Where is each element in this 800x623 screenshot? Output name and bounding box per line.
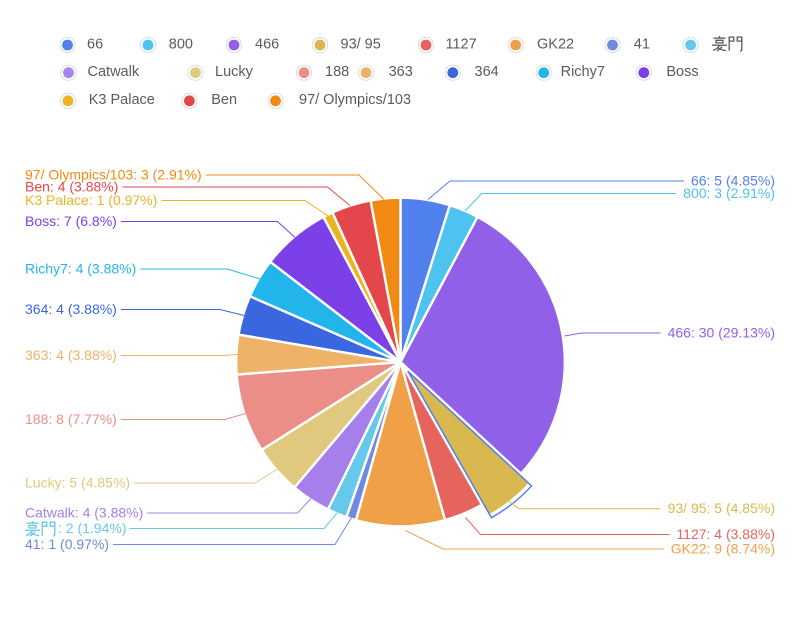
svg-text:188: 8 (7.77%): 188: 8 (7.77%) — [25, 411, 117, 427]
svg-text:: 2 (1.94%): : 2 (1.94%) — [58, 520, 126, 536]
svg-text:Richy7: 4 (3.88%): Richy7: 4 (3.88%) — [25, 260, 136, 276]
svg-text:66: 66 — [87, 36, 103, 52]
svg-text:K3 Palace: K3 Palace — [89, 92, 155, 108]
svg-text:Lucky: 5 (4.85%): Lucky: 5 (4.85%) — [25, 474, 130, 490]
svg-text:Catwalk: Catwalk — [88, 64, 140, 80]
svg-text:466: 466 — [255, 36, 279, 52]
svg-text:Ben: 4 (3.88%): Ben: 4 (3.88%) — [25, 178, 118, 194]
svg-text:K3 Palace: 1 (0.97%): K3 Palace: 1 (0.97%) — [25, 192, 157, 208]
svg-text:1127: 1127 — [446, 36, 477, 52]
svg-text:Catwalk: 4 (3.88%): Catwalk: 4 (3.88%) — [25, 504, 143, 520]
svg-text:93/ 95: 5 (4.85%): 93/ 95: 5 (4.85%) — [668, 500, 775, 516]
svg-text:97/ Olympics/103: 97/ Olympics/103 — [299, 92, 411, 108]
svg-text:363: 363 — [389, 64, 413, 80]
svg-text:800: 800 — [169, 36, 193, 52]
svg-text:Boss: Boss — [666, 64, 698, 80]
svg-text:364: 364 — [475, 64, 499, 80]
svg-text:Lucky: Lucky — [215, 64, 254, 80]
svg-text:97/ Olympics/103: 3 (2.91%): 97/ Olympics/103: 3 (2.91%) — [25, 166, 202, 182]
svg-text:GK22: GK22 — [537, 36, 574, 52]
svg-text:800: 3 (2.91%): 800: 3 (2.91%) — [683, 185, 775, 201]
svg-text:1127: 4 (3.88%): 1127: 4 (3.88%) — [676, 526, 775, 542]
svg-text:Richy7: Richy7 — [561, 64, 605, 80]
svg-text:GK22: 9 (8.74%): GK22: 9 (8.74%) — [671, 540, 775, 556]
svg-text:188: 188 — [325, 64, 349, 80]
svg-text:41: 41 — [634, 36, 650, 52]
svg-text:93/ 95: 93/ 95 — [341, 36, 381, 52]
svg-text:466: 30 (29.13%): 466: 30 (29.13%) — [668, 324, 775, 340]
svg-text:66: 5 (4.85%): 66: 5 (4.85%) — [691, 172, 775, 188]
svg-text:363: 4 (3.88%): 363: 4 (3.88%) — [25, 347, 117, 363]
svg-text:Ben: Ben — [211, 92, 237, 108]
svg-text:41: 1 (0.97%): 41: 1 (0.97%) — [25, 536, 109, 552]
svg-text:364: 4 (3.88%): 364: 4 (3.88%) — [25, 301, 117, 317]
svg-text:Boss: 7 (6.8%): Boss: 7 (6.8%) — [25, 213, 117, 229]
